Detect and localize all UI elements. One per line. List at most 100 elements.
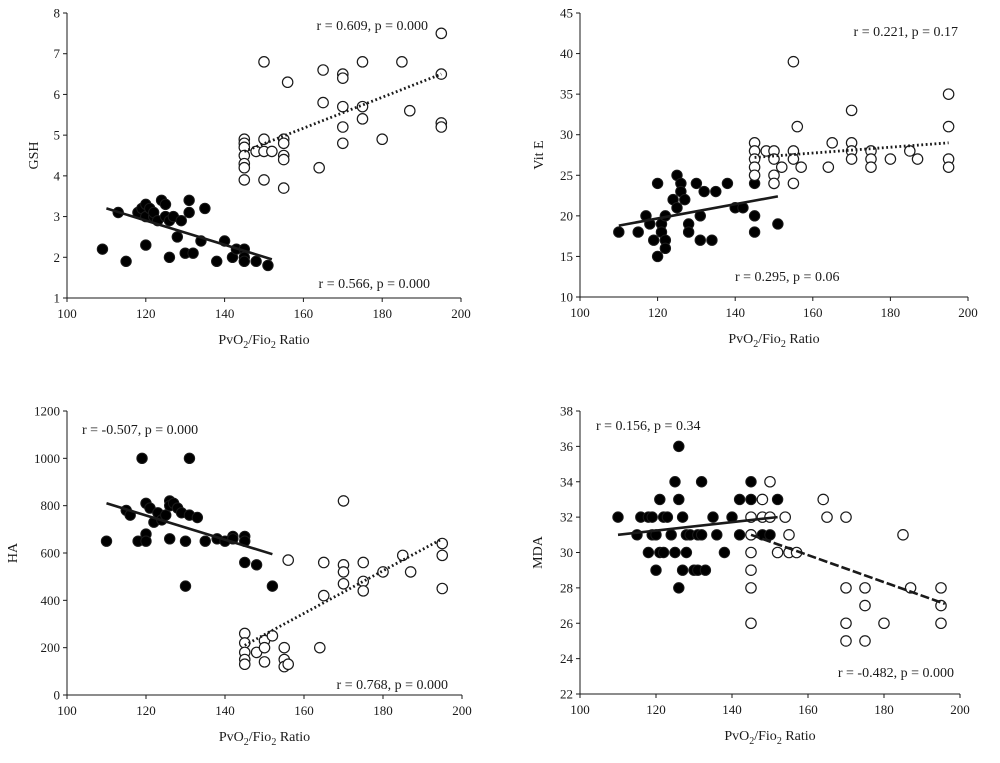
y-tick-label: 7 [54,46,61,61]
open-point [859,582,871,594]
open-point [337,495,350,507]
open-point [745,564,757,576]
trend-line-dotted [754,141,949,159]
filled-point [648,234,660,246]
filled-point [612,511,624,523]
y-tick-label: 20 [560,208,573,223]
filled-point [669,546,681,559]
filled-point [771,493,784,506]
x-tick-label: 200 [452,703,472,718]
filled-point [676,511,689,523]
open-point [783,529,795,541]
open-point [317,96,329,109]
open-point [313,161,325,174]
filled-point [239,556,251,569]
x-tick-label: 180 [372,306,392,321]
filled-point [651,177,664,190]
open-point [356,100,369,113]
open-point [748,169,761,182]
y-tick-label: 2 [54,250,61,265]
filled-point [694,234,706,246]
x-tick-label: 100 [570,305,590,320]
filled-point [646,511,658,523]
open-point [745,617,757,630]
open-point [377,566,389,578]
filled-point [690,177,703,190]
x-tick-label: 180 [881,305,901,320]
open-point [779,511,791,523]
open-point [357,556,370,569]
y-axis-title: MDA [531,535,546,569]
x-tick-label: 140 [215,306,235,321]
filled-point [199,202,211,215]
filled-point [100,535,113,547]
y-tick-label: 22 [560,687,573,702]
open-point [404,566,417,578]
filled-point [676,564,689,576]
correlation-annotation: r = 0.566, p = 0.000 [319,277,430,292]
filled-point [183,194,195,206]
y-axis-title: Vit E [532,140,547,169]
open-point [935,582,947,594]
open-point [768,177,780,190]
open-point [356,56,369,68]
x-axis-title: PvO2/Fio2 Ratio [724,729,815,747]
y-tick-label: 6 [54,87,61,102]
open-point [277,182,290,194]
y-tick-label: 400 [41,593,61,608]
trend-line-solid [617,515,778,537]
open-point [266,145,278,158]
y-tick-label: 35 [560,87,573,102]
filled-point [171,231,184,243]
x-tick-label: 180 [874,702,894,717]
open-point [942,120,955,133]
x-tick-label: 200 [950,702,970,717]
x-tick-label: 140 [725,305,745,320]
correlation-annotation: r = -0.482, p = 0.000 [838,666,954,681]
open-point [336,72,349,84]
y-tick-label: 1000 [34,451,60,466]
filled-point [238,255,251,268]
open-point [317,64,329,76]
filled-point [199,535,211,547]
filled-point [140,535,152,547]
correlation-annotation: r = 0.156, p = 0.34 [596,419,700,434]
filled-point [764,529,776,541]
open-point [904,582,917,594]
x-axis-title-subscript: 2 [749,736,754,747]
open-point [337,566,350,578]
open-point [840,511,852,523]
x-axis-title-part: PvO [728,332,753,347]
open-point [787,177,800,190]
open-point [396,56,408,68]
filled-point [680,546,693,559]
x-axis-title-subscript: 2 [243,340,248,351]
panel-ha: 100 120 140 160 180 200 0 200 400 600 800 1000 1200 H… [6,404,472,749]
filled-point [748,226,761,238]
y-tick-label: 1 [54,291,61,306]
correlation-annotation: r = 0.221, p = 0.17 [854,25,958,40]
open-point [745,546,757,559]
open-point [238,627,251,640]
y-tick-label: 30 [560,127,573,142]
panel-mda: 100 120 140 160 180 200222426283032343638MDAP… [531,404,970,748]
filled-point [183,206,195,219]
open-point [845,153,858,165]
filled-point [673,493,685,506]
x-axis-title: PvO2/Fio2 Ratio [728,332,819,350]
open-point [258,174,270,186]
open-point [356,113,369,125]
open-point [865,161,877,173]
open-point [845,104,858,117]
open-point [935,617,947,630]
y-tick-label: 200 [41,640,61,655]
filled-point [250,255,262,268]
x-axis-title-part: /Fio [754,729,777,744]
filled-point [665,529,677,541]
y-axis-title: GSH [27,141,42,169]
filled-point [707,511,719,523]
open-point [317,589,330,602]
correlation-annotation: r = 0.768, p = 0.000 [337,678,448,693]
x-tick-label: 160 [294,306,314,321]
y-tick-label: 600 [41,546,61,561]
